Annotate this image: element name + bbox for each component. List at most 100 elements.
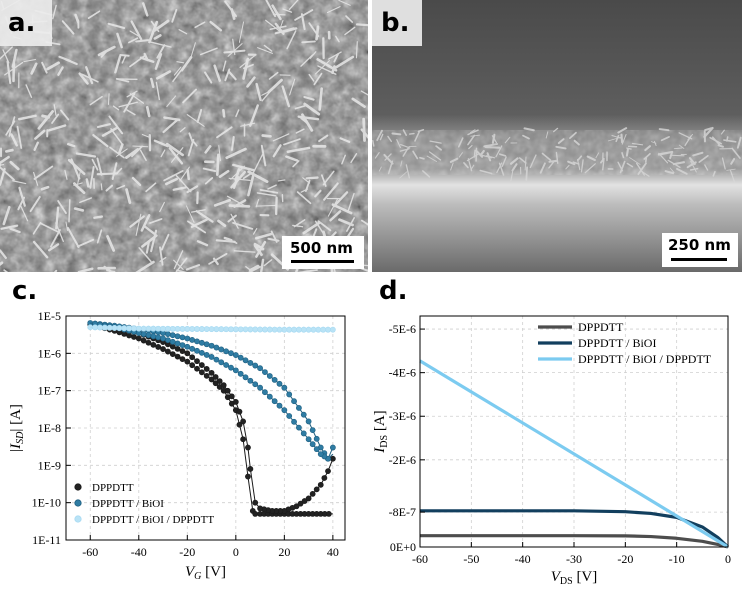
nanoflake bbox=[327, 198, 339, 217]
nanoflake bbox=[77, 267, 94, 272]
nanoflake bbox=[166, 95, 177, 108]
nanoflake bbox=[118, 101, 138, 108]
data-point bbox=[305, 436, 312, 443]
cross-section-flake bbox=[470, 164, 475, 171]
cross-section-flake bbox=[736, 136, 742, 149]
nanoflake bbox=[101, 126, 119, 137]
nanoflake bbox=[9, 227, 21, 234]
cross-section-flake bbox=[387, 160, 394, 175]
nanoflake bbox=[96, 123, 111, 129]
cross-section-flake bbox=[617, 127, 628, 134]
nanoflake bbox=[257, 47, 273, 54]
nanoflake bbox=[66, 142, 76, 148]
cross-section-flake bbox=[545, 131, 549, 139]
nanoflake bbox=[0, 155, 10, 165]
data-point bbox=[116, 325, 123, 331]
nanoflake bbox=[230, 136, 235, 151]
cross-section-flake bbox=[548, 160, 555, 169]
nanoflake bbox=[331, 203, 353, 215]
cross-section-flake bbox=[414, 131, 420, 142]
data-point bbox=[257, 365, 263, 372]
data-point bbox=[174, 333, 181, 340]
nanoflake bbox=[293, 219, 306, 228]
nanoflake bbox=[100, 183, 103, 191]
nanoflake bbox=[33, 141, 39, 152]
chart-c-legend: DPPDTT DPPDTT / BiOI DPPDTT / BiOI / DPPDT… bbox=[74, 482, 214, 526]
cross-section-flake bbox=[469, 129, 476, 134]
data-point bbox=[169, 338, 176, 345]
nanoflake bbox=[148, 20, 159, 44]
nanoflake bbox=[316, 58, 338, 72]
nanoflake bbox=[3, 269, 9, 272]
nanoflake bbox=[129, 215, 145, 228]
nanoflake bbox=[176, 61, 185, 64]
cross-section-flake bbox=[717, 144, 724, 148]
x-tick-label: 0 bbox=[725, 552, 731, 566]
nanoflake bbox=[199, 47, 218, 56]
nanoflake bbox=[135, 39, 150, 43]
data-point bbox=[194, 338, 200, 345]
nanoflake bbox=[267, 184, 277, 190]
cross-section-flake bbox=[400, 160, 403, 167]
nanoflake bbox=[212, 257, 219, 266]
nanoflake bbox=[186, 114, 205, 127]
nanoflake bbox=[67, 158, 86, 176]
data-point bbox=[317, 481, 324, 488]
chart-c-axes: 1E-11 1E-10 1E-9 1E-8 1E-7 1E-6 1E-5 -60 -40 -20 0… bbox=[8, 309, 346, 582]
y-tick-label: 1E-8 bbox=[38, 421, 61, 435]
cross-section-flake bbox=[435, 145, 442, 151]
x-tick-label: 0 bbox=[233, 545, 239, 559]
data-point bbox=[216, 378, 223, 384]
chart-d-series bbox=[419, 359, 730, 549]
nanoflake bbox=[227, 43, 243, 57]
nanoflake bbox=[23, 58, 37, 63]
cross-section-flake bbox=[463, 162, 469, 169]
cross-section-flake bbox=[555, 151, 559, 164]
data-point bbox=[169, 343, 176, 350]
nanoflake bbox=[131, 176, 142, 187]
cross-section-flake bbox=[730, 157, 736, 165]
nanoflake bbox=[60, 109, 70, 121]
data-point bbox=[247, 377, 254, 384]
nanoflake bbox=[317, 65, 337, 75]
nanoflake bbox=[29, 195, 41, 213]
nanoflake bbox=[323, 182, 339, 201]
nanoflake bbox=[260, 144, 267, 167]
cross-section-flake bbox=[720, 129, 725, 135]
data-point bbox=[203, 372, 210, 379]
data-point bbox=[213, 356, 220, 363]
data-point bbox=[252, 362, 259, 369]
nanoflake bbox=[170, 147, 184, 163]
data-point bbox=[300, 411, 307, 418]
data-point bbox=[184, 358, 191, 365]
data-point bbox=[131, 325, 137, 332]
nanoflake bbox=[153, 139, 169, 148]
cross-section-flake bbox=[467, 134, 476, 146]
cross-section-flake bbox=[658, 128, 670, 132]
data-point bbox=[291, 398, 297, 405]
nanoflake bbox=[230, 213, 239, 229]
sem-cross-section-texture bbox=[372, 0, 742, 272]
cross-section-flake bbox=[479, 169, 493, 175]
cross-section-flake bbox=[384, 153, 392, 161]
nanoflake bbox=[19, 204, 29, 222]
data-point bbox=[213, 326, 220, 333]
nanoflake bbox=[204, 145, 212, 154]
data-point bbox=[247, 360, 254, 366]
cross-section-flake bbox=[619, 160, 626, 174]
nanoflake bbox=[335, 35, 340, 43]
nanoflake bbox=[222, 60, 227, 72]
cross-section-flake bbox=[576, 158, 581, 171]
nanoflake bbox=[226, 195, 246, 207]
data-point bbox=[296, 424, 302, 431]
nanoflake bbox=[78, 72, 89, 85]
y-tick-label: 1E-5 bbox=[38, 309, 61, 323]
nanoflake bbox=[32, 221, 42, 235]
panel-c-label: c. bbox=[12, 276, 38, 306]
nanoflake bbox=[194, 21, 206, 29]
nanoflake bbox=[139, 149, 147, 162]
data-point bbox=[262, 369, 268, 375]
cross-section-flake bbox=[484, 145, 501, 149]
data-point bbox=[329, 455, 336, 462]
data-point bbox=[232, 326, 239, 333]
